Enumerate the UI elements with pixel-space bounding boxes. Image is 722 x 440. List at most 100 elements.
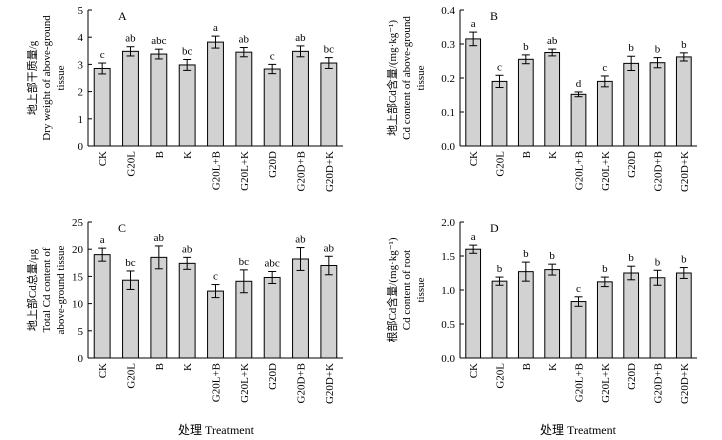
bar-A-8 (320, 62, 338, 147)
y-tick-label-C: 0 (78, 353, 84, 365)
significance-label-A-6: c (270, 50, 275, 62)
y-axis-label-D: Cd content of root (401, 250, 413, 330)
y-axis-label-B: Cd content of above-ground (401, 16, 413, 140)
significance-label-D-7: b (655, 256, 661, 268)
category-label-A-6: G20D (267, 151, 279, 178)
bar-D-4 (570, 301, 587, 359)
bar-D-3 (544, 269, 561, 359)
y-tick-label-C: 25 (72, 217, 84, 229)
y-axis-label-A: 地上部干质量/g (25, 40, 39, 115)
significance-label-B-5: c (602, 62, 607, 74)
category-label-C-7: G20D+B (296, 363, 308, 403)
significance-label-C-2: ab (154, 232, 165, 244)
significance-label-A-3: bc (182, 46, 193, 58)
category-label-B-1: G20L (495, 151, 507, 177)
significance-label-C-4: c (213, 271, 218, 283)
bar-C-7 (292, 258, 309, 359)
category-label-D-4: G20L+B (574, 363, 586, 402)
category-label-A-7: G20D+B (296, 151, 308, 191)
significance-label-B-3: ab (547, 35, 558, 47)
y-tick-label-C: 10 (72, 299, 84, 311)
panel-letter-C: C (118, 221, 126, 235)
category-label-B-6: G20D (626, 151, 638, 178)
category-label-A-4: G20L+B (211, 151, 223, 190)
bar-D-1 (491, 280, 508, 359)
category-label-A-3: K (182, 151, 194, 159)
significance-label-D-0: a (471, 231, 476, 243)
significance-label-A-1: ab (125, 33, 136, 45)
category-label-B-4: G20L+B (574, 151, 586, 190)
bar-B-4 (570, 93, 587, 147)
y-tick-label-D: 0.0 (441, 353, 455, 365)
y-axis-label-C: 地上部Cd总量/μg (25, 248, 39, 331)
category-label-D-0: CK (468, 363, 480, 378)
significance-label-C-3: ab (182, 243, 193, 255)
panel-letter-B: B (490, 9, 498, 23)
significance-label-D-4: c (576, 283, 581, 295)
x-axis-label-C: 处理 Treatment (178, 423, 255, 437)
significance-label-B-6: b (628, 42, 634, 54)
category-label-C-8: G20D+K (324, 363, 336, 404)
category-label-D-7: G20D+B (653, 363, 665, 403)
y-tick-label-C: 20 (72, 244, 84, 256)
bar-A-7 (292, 50, 309, 147)
y-tick-label-B: 0.1 (441, 107, 455, 119)
category-label-A-5: G20L+K (239, 151, 251, 191)
significance-label-B-0: a (471, 18, 476, 30)
bar-C-6 (263, 276, 281, 359)
bar-B-5 (596, 80, 613, 147)
category-label-B-8: G20D+K (679, 151, 691, 192)
significance-label-A-4: a (213, 22, 218, 34)
y-axis-label-B: tissue (415, 65, 427, 90)
category-label-D-6: G20D (626, 363, 638, 390)
significance-label-D-6: b (628, 252, 634, 264)
bar-B-2 (517, 58, 534, 147)
bar-A-0 (93, 67, 111, 147)
bar-A-3 (178, 64, 196, 147)
y-tick-label-A: 2 (78, 87, 84, 99)
bar-D-0 (465, 248, 482, 359)
bar-D-5 (596, 281, 613, 359)
category-label-C-0: CK (97, 363, 109, 378)
category-label-B-5: G20L+K (600, 151, 612, 191)
y-axis-label-D: 根部Cd含量/(mg·kg⁻¹) (385, 237, 399, 342)
bar-D-2 (517, 271, 534, 359)
category-label-B-2: B (521, 151, 533, 158)
category-label-B-3: K (547, 151, 559, 159)
bar-B-8 (675, 56, 692, 147)
y-axis-label-A: tissue (55, 65, 67, 90)
significance-label-B-2: b (523, 41, 529, 53)
category-label-D-8: G20D+K (679, 363, 691, 404)
bar-A-6 (263, 68, 281, 147)
panel-letter-D: D (490, 221, 499, 235)
x-axis-label-D: 处理 Treatment (540, 423, 617, 437)
bar-B-7 (649, 62, 666, 147)
significance-label-C-8: ab (324, 242, 335, 254)
significance-label-C-0: a (100, 234, 105, 246)
y-tick-label-D: 0.5 (441, 319, 455, 331)
y-tick-label-D: 2.0 (441, 217, 455, 229)
category-label-D-2: B (521, 363, 533, 370)
category-label-A-0: CK (97, 151, 109, 166)
significance-label-B-1: c (497, 61, 502, 73)
bar-C-3 (178, 262, 196, 359)
significance-label-D-2: b (523, 248, 529, 260)
y-axis-label-C: above-ground tissue (55, 245, 67, 334)
y-tick-label-D: 1.5 (441, 251, 455, 263)
significance-label-C-1: bc (125, 257, 136, 269)
y-tick-label-C: 5 (78, 326, 84, 338)
y-tick-label-B: 0.4 (441, 5, 455, 17)
significance-label-A-5: ab (239, 34, 250, 46)
y-tick-label-A: 0 (78, 141, 84, 153)
bar-A-1 (122, 50, 139, 147)
y-tick-label-D: 1.0 (441, 285, 455, 297)
y-tick-label-A: 5 (78, 5, 84, 17)
bar-C-2 (150, 256, 168, 359)
bar-C-0 (93, 254, 111, 359)
bar-A-4 (207, 41, 224, 147)
significance-label-D-3: b (549, 250, 555, 262)
category-label-A-8: G20D+K (324, 151, 336, 192)
significance-label-B-7: b (655, 44, 661, 56)
category-label-B-7: G20D+B (653, 151, 665, 191)
